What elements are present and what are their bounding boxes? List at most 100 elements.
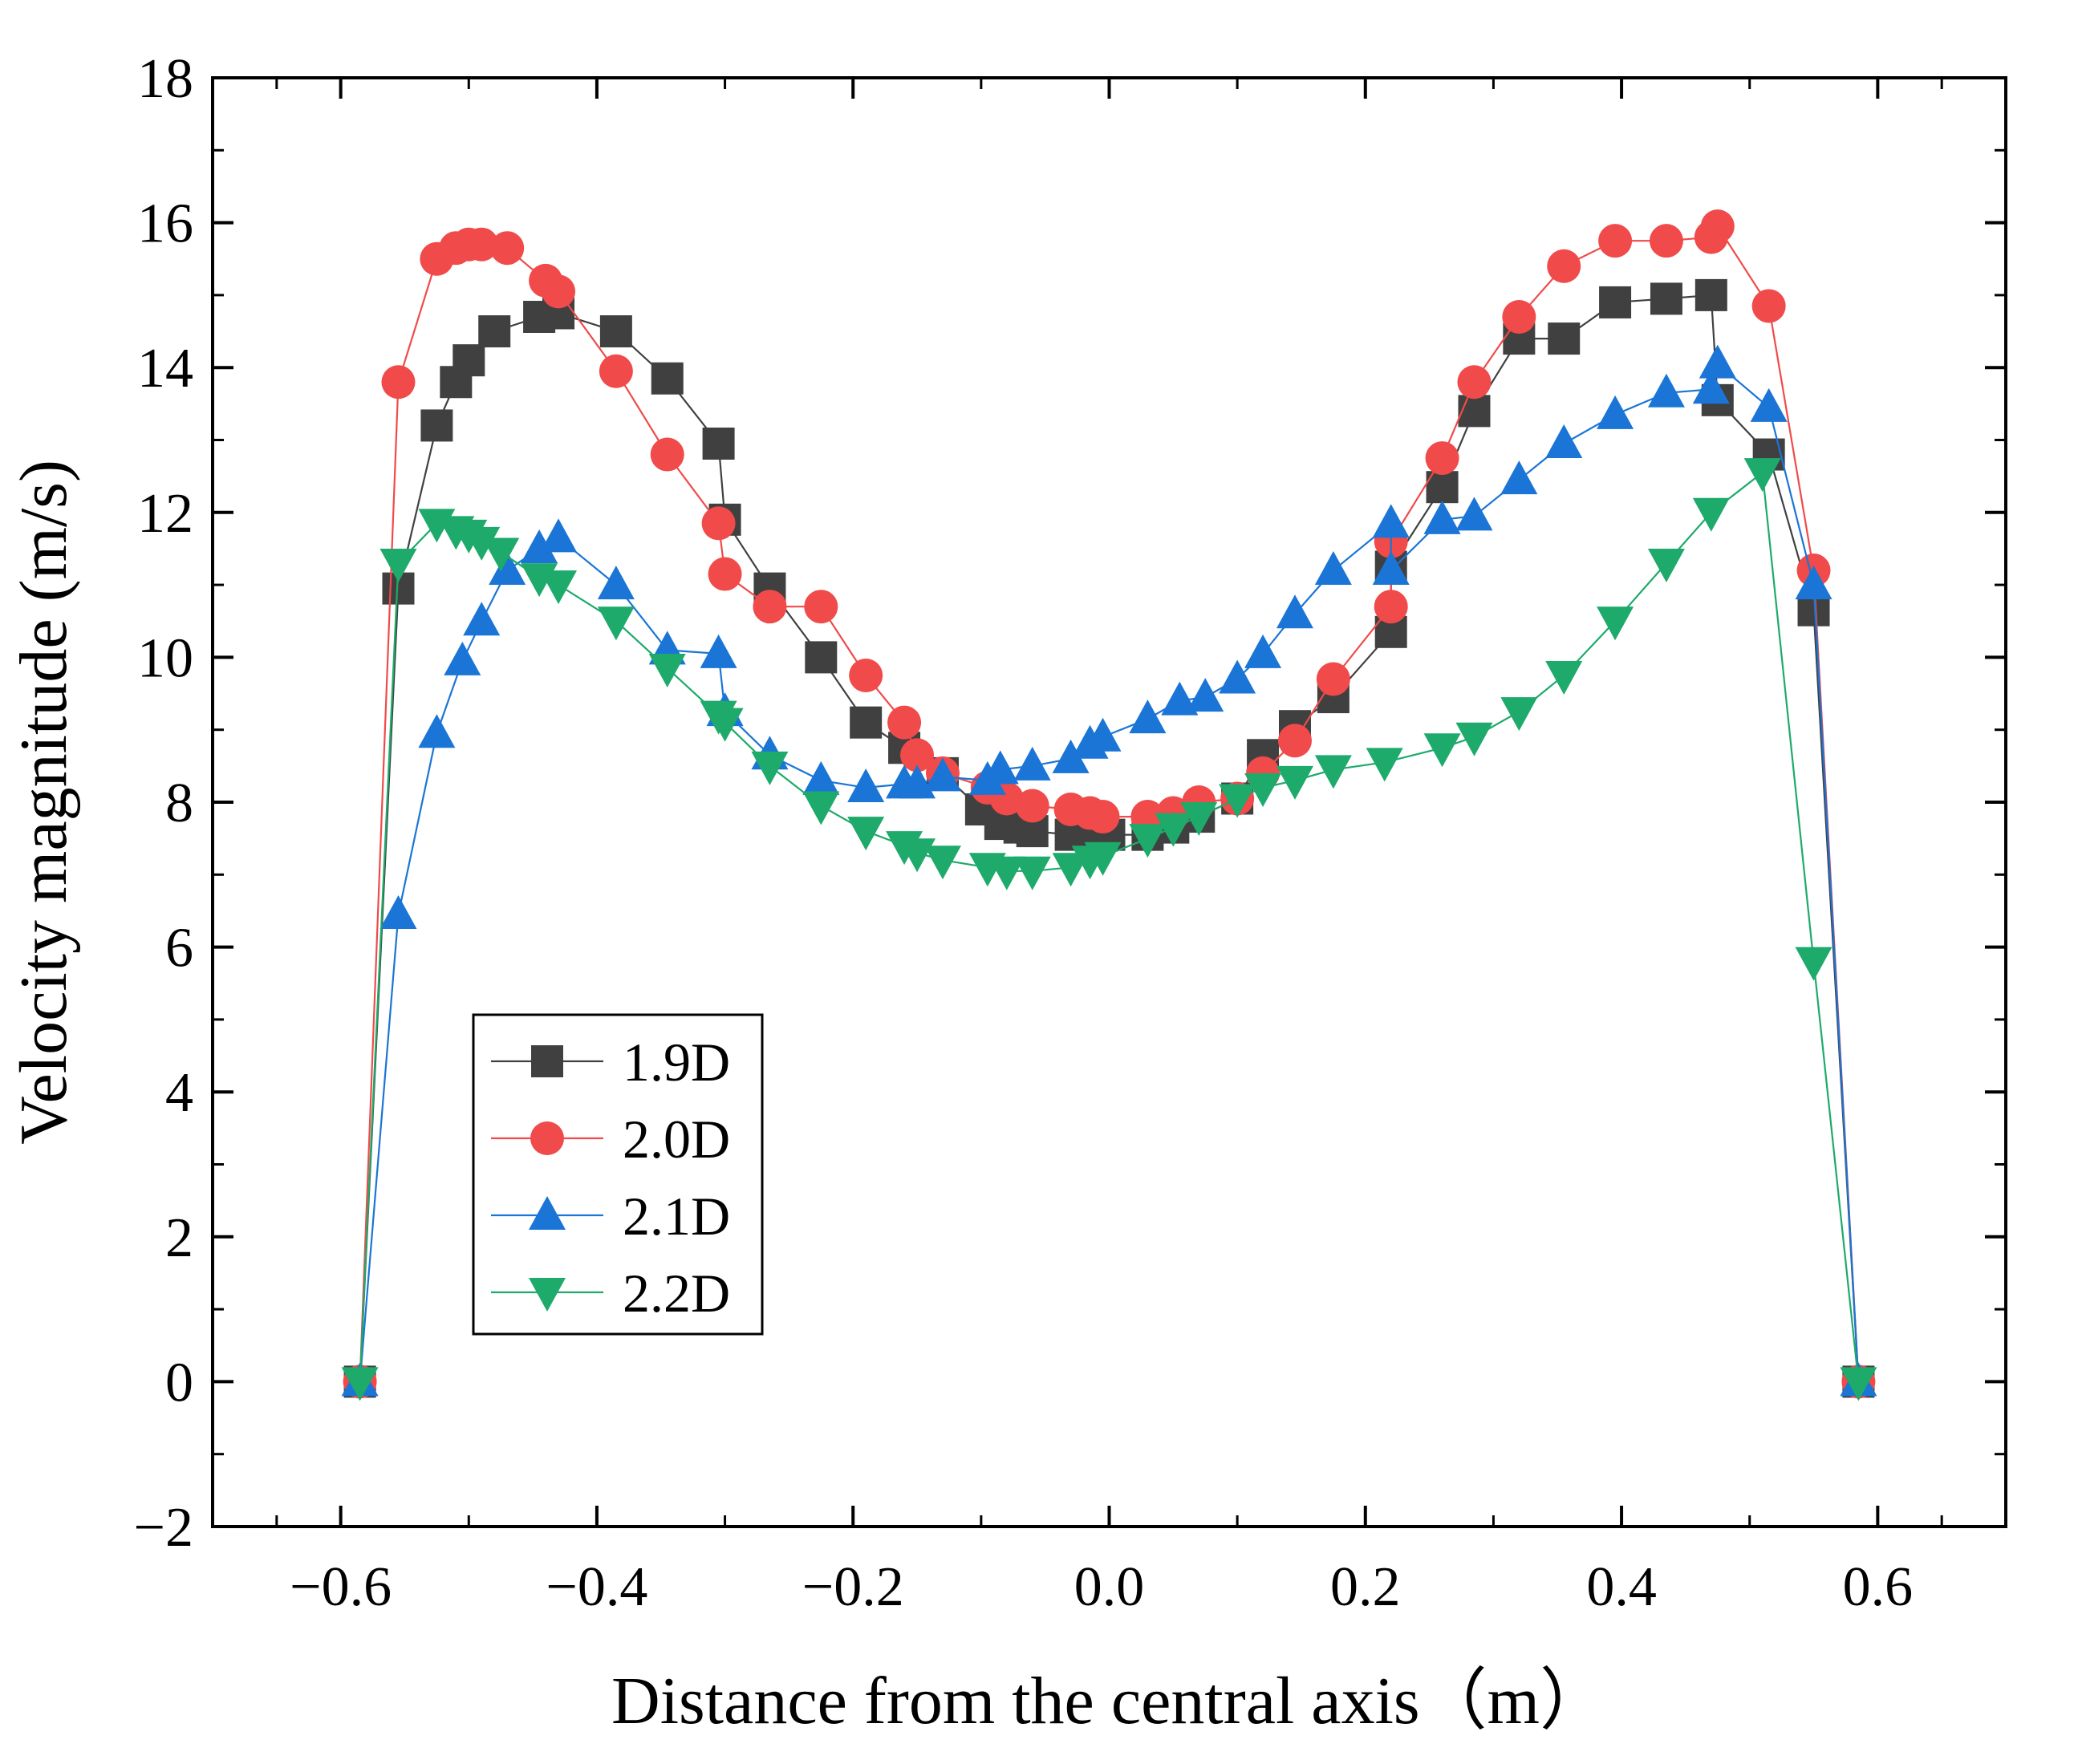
data-point-2.0D-42 bbox=[1751, 289, 1786, 323]
data-point-2.1D-37 bbox=[1597, 395, 1634, 429]
data-point-2.2D-30 bbox=[1276, 765, 1313, 800]
x-tick-label: 0.4 bbox=[1586, 1556, 1657, 1618]
data-point-2.1D-42 bbox=[1795, 566, 1832, 600]
data-point-2.2D-27 bbox=[1180, 802, 1218, 837]
data-point-2.2D-26 bbox=[1155, 813, 1192, 847]
data-point-2.1D-31 bbox=[1372, 504, 1410, 538]
data-point-2.1D-14 bbox=[847, 768, 885, 802]
x-tick-label: 0.0 bbox=[1074, 1556, 1145, 1618]
y-tick-label: 10 bbox=[137, 627, 193, 689]
data-point-2.1D-20 bbox=[1013, 746, 1051, 781]
data-point-1.9D-10 bbox=[702, 428, 735, 460]
legend-marker bbox=[531, 1045, 563, 1077]
data-point-2.1D-41 bbox=[1750, 387, 1788, 422]
data-point-2.2D-36 bbox=[1545, 660, 1583, 695]
data-point-2.0D-31 bbox=[1316, 662, 1350, 696]
data-point-2.1D-1 bbox=[379, 894, 417, 929]
data-point-2.1D-23 bbox=[1084, 717, 1122, 752]
y-tick-label: 6 bbox=[165, 918, 193, 979]
data-point-2.0D-15 bbox=[849, 658, 883, 692]
data-point-1.9D-13 bbox=[805, 641, 838, 674]
data-point-2.0D-13 bbox=[753, 590, 787, 624]
data-point-2.1D-4 bbox=[463, 602, 501, 636]
data-point-2.2D-35 bbox=[1500, 697, 1538, 732]
data-point-2.2D-13 bbox=[751, 751, 789, 785]
data-point-2.0D-35 bbox=[1457, 365, 1492, 399]
data-point-2.0D-41 bbox=[1700, 209, 1735, 244]
data-point-2.1D-5 bbox=[489, 551, 526, 586]
data-point-2.2D-5 bbox=[463, 526, 501, 561]
data-point-2.1D-24 bbox=[1129, 700, 1167, 734]
data-point-2.0D-5 bbox=[465, 227, 499, 262]
data-point-2.2D-18 bbox=[923, 846, 961, 880]
axes-layer: −0.6 −0.4 −0.2 0.0 0.2 0.4 0.6 −2 0 2 4 6 8 10 12 14 16 1… bbox=[134, 48, 2007, 1618]
data-point-2.1D-19 bbox=[981, 750, 1019, 785]
data-point-1.9D-36 bbox=[1548, 322, 1581, 355]
data-point-2.2D-22 bbox=[1052, 853, 1090, 887]
legend-box bbox=[472, 1013, 764, 1336]
data-point-1.9D-37 bbox=[1599, 286, 1632, 318]
data-point-2.1D-10 bbox=[700, 634, 737, 668]
legend: 1.9D 2.0D 2.1D 2.2D bbox=[472, 1013, 764, 1336]
data-point-2.0D-11 bbox=[701, 506, 736, 541]
data-point-1.9D-38 bbox=[1650, 282, 1682, 315]
data-point-2.0D-36 bbox=[1502, 299, 1536, 334]
data-point-2.1D-7 bbox=[540, 518, 578, 553]
data-point-2.0D-17 bbox=[900, 738, 935, 773]
y-tick-label: 12 bbox=[137, 483, 193, 545]
x-axis-title: Distance from the central axis（m） bbox=[611, 1664, 1607, 1738]
data-point-2.2D-28 bbox=[1219, 784, 1256, 818]
data-point-2.2D-38 bbox=[1647, 549, 1685, 583]
data-point-1.9D-9 bbox=[651, 362, 684, 395]
data-point-2.0D-30 bbox=[1277, 724, 1312, 758]
data-point-2.0D-1 bbox=[381, 365, 416, 399]
data-point-2.2D-24 bbox=[1084, 841, 1122, 876]
y-tick-label: 0 bbox=[165, 1352, 193, 1413]
data-point-2.1D-34 bbox=[1455, 497, 1493, 531]
data-point-2.1D-33 bbox=[1423, 500, 1461, 534]
data-point-2.2D-6 bbox=[482, 537, 520, 572]
data-point-2.0D-14 bbox=[804, 590, 838, 624]
x-tick-label: −0.2 bbox=[802, 1556, 904, 1618]
data-point-2.2D-0 bbox=[341, 1367, 379, 1401]
data-point-2.2D-14 bbox=[802, 791, 840, 825]
data-point-2.2D-29 bbox=[1244, 773, 1282, 807]
data-point-1.9D-39 bbox=[1694, 278, 1727, 311]
data-point-2.1D-13 bbox=[802, 760, 840, 795]
data-point-2.1D-38 bbox=[1647, 373, 1685, 408]
data-point-2.1D-39 bbox=[1692, 370, 1730, 404]
data-point-1.9D-5 bbox=[478, 315, 511, 348]
data-point-2.2D-15 bbox=[847, 817, 885, 851]
x-tick-label: 0.2 bbox=[1330, 1556, 1401, 1618]
legend-item-2.2D: 2.2D bbox=[491, 1263, 730, 1324]
data-point-2.0D-24 bbox=[1086, 800, 1120, 834]
data-point-2.2D-1 bbox=[379, 549, 417, 583]
data-point-2.2D-40 bbox=[1743, 458, 1781, 493]
data-point-2.0D-39 bbox=[1649, 224, 1683, 258]
data-point-2.1D-27 bbox=[1219, 659, 1256, 694]
data-point-2.0D-8 bbox=[542, 274, 576, 309]
data-point-2.1D-25 bbox=[1161, 681, 1199, 716]
data-point-2.2D-32 bbox=[1366, 748, 1403, 782]
y-tick-label: −2 bbox=[134, 1497, 193, 1559]
data-point-1.9D-8 bbox=[599, 315, 632, 348]
y-tick-label: 16 bbox=[137, 193, 193, 255]
data-point-2.1D-32 bbox=[1372, 551, 1410, 586]
data-point-2.2D-37 bbox=[1597, 606, 1634, 641]
data-point-2.2D-31 bbox=[1314, 755, 1352, 789]
data-point-2.2D-42 bbox=[1840, 1367, 1877, 1401]
x-tick-label: 0.6 bbox=[1843, 1556, 1914, 1618]
x-tick-label: −0.6 bbox=[290, 1556, 392, 1618]
data-point-2.0D-10 bbox=[650, 437, 684, 472]
y-tick-label: 18 bbox=[137, 48, 193, 110]
data-point-2.2D-41 bbox=[1795, 947, 1832, 981]
data-point-2.1D-3 bbox=[444, 641, 481, 675]
data-point-1.9D-2 bbox=[420, 409, 453, 442]
data-point-2.1D-35 bbox=[1500, 460, 1538, 495]
data-point-2.2D-34 bbox=[1455, 722, 1493, 756]
data-point-2.1D-36 bbox=[1545, 424, 1583, 459]
legend-label: 2.1D bbox=[623, 1186, 730, 1247]
data-point-1.9D-14 bbox=[850, 706, 883, 739]
